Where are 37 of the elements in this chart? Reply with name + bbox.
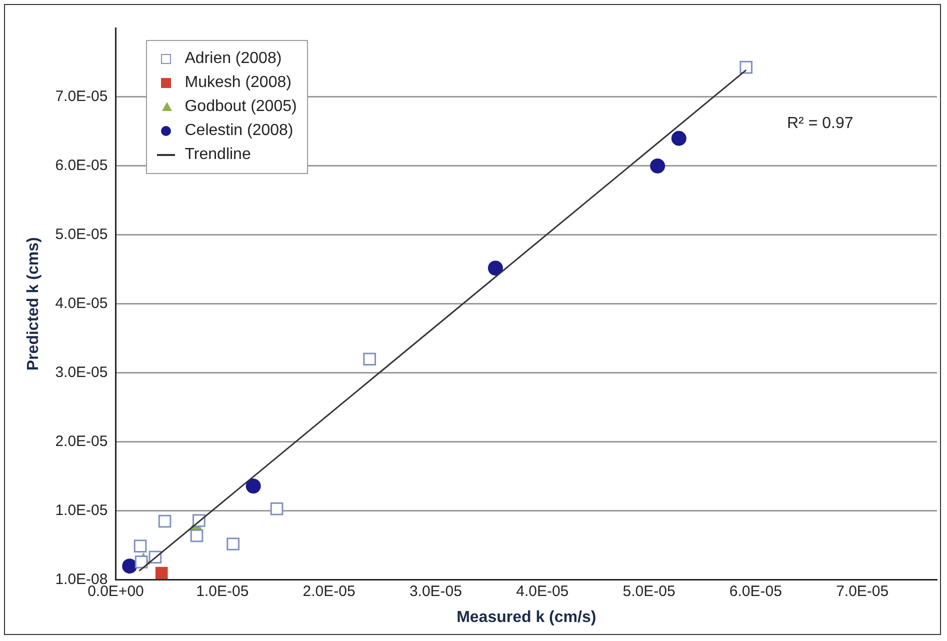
point bbox=[226, 538, 240, 550]
y-tick-label: 6.0E-05 bbox=[55, 157, 108, 174]
point bbox=[155, 566, 168, 580]
point bbox=[488, 260, 503, 276]
annotation: R² = 0.97 bbox=[787, 115, 854, 132]
x-tick-label: 2.0E-05 bbox=[302, 582, 356, 600]
x-tick-label: 0.0E+00 bbox=[88, 582, 144, 600]
point bbox=[122, 558, 138, 574]
x-tick-label: 6.0E-05 bbox=[729, 582, 782, 600]
legend-label: Adrien (2008) bbox=[184, 50, 282, 68]
y-tick-label: 5.0E-05 bbox=[55, 226, 108, 244]
x-tick-label: 7.0E-05 bbox=[836, 582, 889, 600]
x-tick-label: 5.0E-05 bbox=[622, 582, 676, 600]
y-tick-label: 1.0E-05 bbox=[55, 502, 108, 520]
x-tick-label: 1.0E-05 bbox=[196, 582, 249, 600]
point bbox=[363, 352, 376, 366]
point bbox=[134, 540, 147, 552]
legend-label: Mukesh (2008) bbox=[184, 74, 292, 92]
point bbox=[158, 514, 172, 528]
point bbox=[650, 158, 666, 174]
y-axis-title: Predicted k (cms) bbox=[25, 237, 42, 371]
x-tick-label: 3.0E-05 bbox=[409, 582, 462, 600]
point bbox=[671, 130, 686, 146]
y-tick-label: 7.0E-05 bbox=[55, 88, 108, 106]
x-tick-label: 4.0E-05 bbox=[516, 582, 569, 600]
legend-label: Godbout (2005) bbox=[184, 98, 297, 116]
y-tick-label: 3.0E-05 bbox=[55, 364, 108, 382]
y-tick-label: 2.0E-05 bbox=[55, 433, 108, 450]
legend-label: Trendline bbox=[184, 146, 251, 164]
legend-label: Celestin (2008) bbox=[184, 122, 294, 140]
y-tick-label: 4.0E-05 bbox=[55, 295, 108, 312]
point bbox=[740, 60, 752, 74]
point bbox=[190, 529, 204, 542]
point bbox=[270, 502, 284, 516]
x-axis-title: Measured k (cm/s) bbox=[456, 608, 596, 626]
point bbox=[134, 556, 148, 568]
point bbox=[246, 478, 261, 494]
